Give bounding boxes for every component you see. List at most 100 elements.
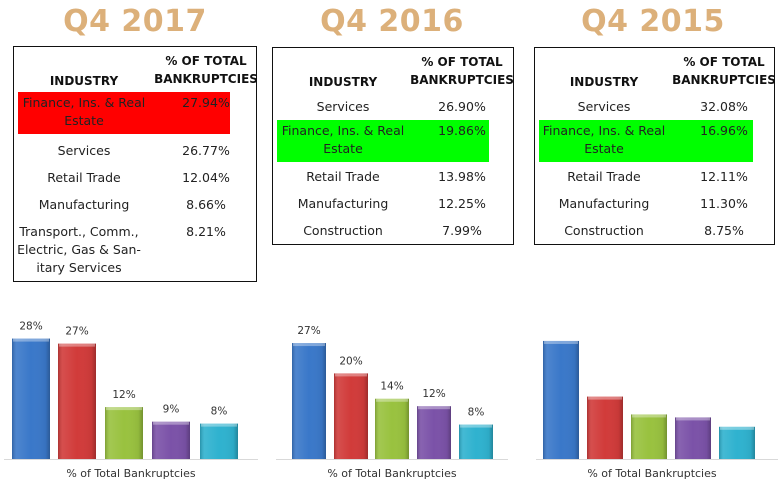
pct-cell: 8.75% [704,223,744,238]
bar-top-bevel [106,407,142,411]
bar-top-bevel [588,396,622,400]
table-header: INDUSTRY % OF TOTAL BANKRUPTCIES [535,48,777,95]
x-axis-label: % of Total Bankruptcies [327,467,457,480]
header-pct-line1: % OF TOTAL [683,55,765,69]
industry-table-q4-2016: INDUSTRY % OF TOTAL BANKRUPTCIES Services 26… [272,47,514,245]
bar-top-bevel [720,426,754,430]
bar-top-bevel [293,343,325,347]
bar-shading [105,407,143,459]
panel-title-q4-2017: Q4 2017 [63,4,207,39]
data-label: 12% [422,388,445,400]
pct-cell: 8.21% [186,224,226,239]
bar-shading [719,426,755,459]
industry-cell: Services [316,99,370,114]
header-pct-line1: % OF TOTAL [165,54,247,68]
pct-cell: 32.08% [700,99,748,114]
chart-2: % of Total Bankruptcies [536,340,778,480]
panel-title-q4-2016: Q4 2016 [320,4,464,39]
bar-shading [543,340,579,459]
industry-cell: Retail Trade [567,169,641,184]
industry-cell: Finance, Ins. & Real Estate [542,123,666,156]
pct-cell: 12.11% [700,169,748,184]
header-industry: INDUSTRY [308,75,378,89]
bar-top-bevel [153,421,189,425]
industry-cell: Finance, Ins. & Real Estate [22,95,146,128]
chart-1: 27% 20% 14% 12% 8% % of Total Bankruptcies [276,325,508,480]
header-industry: INDUSTRY [569,75,639,89]
industry-table-q4-2015: INDUSTRY % OF TOTAL BANKRUPTCIES Services 32… [534,47,777,245]
x-axis-label: % of Total Bankruptcies [587,467,717,480]
bar-shading [200,423,238,459]
x-axis-label: % of Total Bankruptcies [66,467,196,480]
table-header: INDUSTRY % OF TOTAL BANKRUPTCIES [14,47,258,94]
bar-shading [675,417,711,459]
industry-cell: Services [57,143,111,158]
bar-shading [58,343,96,459]
bar-shading [459,424,493,459]
data-label: 8% [468,407,485,419]
header-pct-line2: BANKRUPTCIES [672,73,776,87]
pct-cell: 13.98% [438,169,486,184]
pct-cell: 27.94% [182,95,230,110]
data-label: 28% [19,321,42,333]
data-label: 20% [339,355,362,367]
data-label: 9% [163,404,180,416]
table-header: INDUSTRY % OF TOTAL BANKRUPTCIES [273,48,515,95]
header-pct-total: % OF TOTAL BANKRUPTCIES [409,53,515,89]
bar-top-bevel [59,343,95,347]
bar-shading [631,414,667,459]
data-label: 8% [211,406,228,418]
bar-charts: 28% 27%12%9% 8%% of Total Bankruptcies27%2… [4,321,778,480]
header-pct-total: % OF TOTAL BANKRUPTCIES [154,52,258,88]
bar-top-bevel [676,417,710,421]
industry-cell: Manufacturing [297,196,389,211]
pct-cell: 26.90% [438,99,486,114]
industry-cell: Manufacturing [38,197,130,212]
pct-cell: 26.77% [182,143,230,158]
pct-cell: 7.99% [442,223,482,238]
bar-top-bevel [544,340,578,344]
industry-cell: Construction [303,223,383,238]
bar-top-bevel [632,414,666,418]
pct-cell: 16.96% [700,123,748,138]
bar-shading [587,396,623,459]
bar-shading [334,373,368,459]
bar-shading [152,421,190,459]
data-label: 14% [380,381,403,393]
industry-table-q4-2017: INDUSTRY % OF TOTAL BANKRUPTCIES Finance, I… [13,46,258,282]
bar-top-bevel [418,406,450,410]
row-highlight [539,120,753,162]
header-pct-line2: BANKRUPTCIES [154,72,258,86]
data-label: 27% [65,326,88,338]
header-pct-line1: % OF TOTAL [421,55,503,69]
bar-top-bevel [460,424,492,428]
bar-shading [292,343,326,459]
industry-cell: Transport., Comm., Electric, Gas & San-i… [17,224,141,275]
header-pct-line2: BANKRUPTCIES [410,73,514,87]
industry-cell: Services [577,99,631,114]
pct-cell: 12.25% [438,196,486,211]
panel-title-q4-2015: Q4 2015 [581,4,725,39]
industry-cell: Construction [564,223,644,238]
chart-0: 28% 27% 12% 9% 8% % of Total Bankruptcies [4,321,258,480]
row-highlight [18,92,230,134]
bar-shading [417,406,451,459]
bar-top-bevel [201,423,237,427]
data-label: 12% [112,389,135,401]
bar-top-bevel [13,338,49,342]
bar-shading [12,338,50,459]
header-industry: INDUSTRY [49,74,119,88]
bar-shading [375,398,409,459]
bar-top-bevel [335,373,367,377]
pct-cell: 8.66% [186,197,226,212]
data-label: 27% [297,325,320,337]
industry-cell: Finance, Ins. & Real Estate [281,123,405,156]
industry-cell: Manufacturing [558,196,650,211]
industry-cell: Retail Trade [47,170,121,185]
industry-cell: Retail Trade [306,169,380,184]
row-highlight [277,120,489,162]
pct-cell: 12.04% [182,170,230,185]
pct-cell: 11.30% [700,196,748,211]
bar-top-bevel [376,398,408,402]
header-pct-total: % OF TOTAL BANKRUPTCIES [671,53,777,89]
